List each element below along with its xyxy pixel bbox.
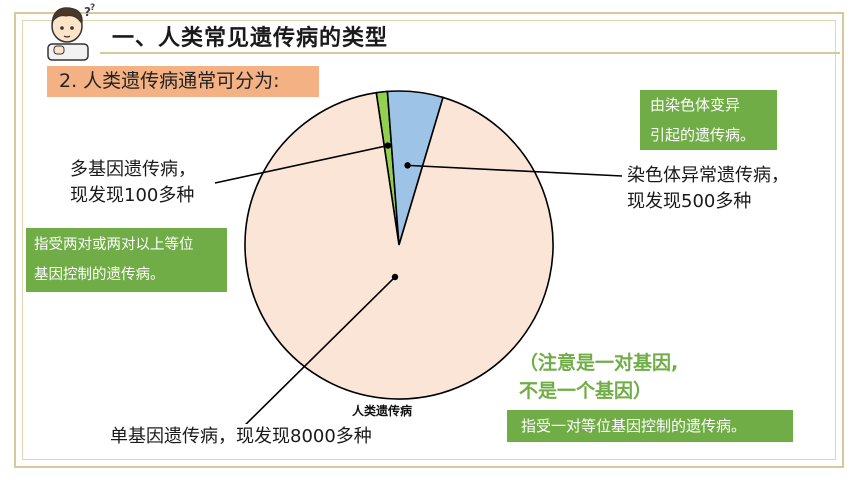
chromosomal-definition-box: 由染色体变异 引起的遗传病。 xyxy=(640,90,777,150)
polygenic-definition-box: 指受两对或两对以上等位 基因控制的遗传病。 xyxy=(26,228,227,292)
slide-outer-frame xyxy=(14,12,844,468)
thinking-student-icon: ? ? xyxy=(47,3,95,61)
monogenic-definition-box: 指受一对等位基因控制的遗传病。 xyxy=(507,410,793,442)
polygenic-label-line2: 现发现100多种 xyxy=(70,185,195,206)
polygenic-leader-line xyxy=(214,144,388,184)
note-line2: 不是一个基因） xyxy=(519,380,653,402)
header-divider xyxy=(100,52,840,54)
monogenic-leader-line xyxy=(232,276,396,438)
slide-inner-frame xyxy=(22,20,836,460)
polygenic-leader-dot xyxy=(384,142,392,149)
polygenic-definition-line2: 基因控制的遗传病。 xyxy=(34,267,165,283)
chromosomal-definition-line1: 由染色体变异 xyxy=(650,96,741,114)
chromosomal-leader-line xyxy=(407,164,623,177)
note-text: （注意是一对基因, 不是一个基因） xyxy=(519,349,678,405)
polygenic-label: 多基因遗传病， 现发现100多种 xyxy=(66,157,200,209)
chromosomal-leader-dot xyxy=(404,162,411,169)
svg-text:?: ? xyxy=(90,3,95,13)
polygenic-definition-line1: 指受两对或两对以上等位 xyxy=(34,237,194,253)
chromosomal-label-line2: 现发现500多种 xyxy=(627,191,752,212)
chromosomal-definition-line2: 引起的遗传病。 xyxy=(650,126,756,144)
polygenic-label-line1: 多基因遗传病， xyxy=(70,159,196,180)
chart-title: 人类遗传病 xyxy=(352,404,413,418)
monogenic-leader-dot xyxy=(391,273,399,281)
page-title: 一、人类常见遗传病的类型 xyxy=(112,26,389,51)
svg-text:?: ? xyxy=(84,5,91,19)
note-line1: （注意是一对基因, xyxy=(519,352,679,374)
section-subtitle: 2. 人类遗传病通常可分为: xyxy=(47,66,319,97)
chromosomal-label-line1: 染色体异常遗传病， xyxy=(627,165,789,186)
monogenic-label: 单基因遗传病，现发现8000多种 xyxy=(106,424,376,450)
chromosomal-label: 染色体异常遗传病， 现发现500多种 xyxy=(623,163,793,215)
